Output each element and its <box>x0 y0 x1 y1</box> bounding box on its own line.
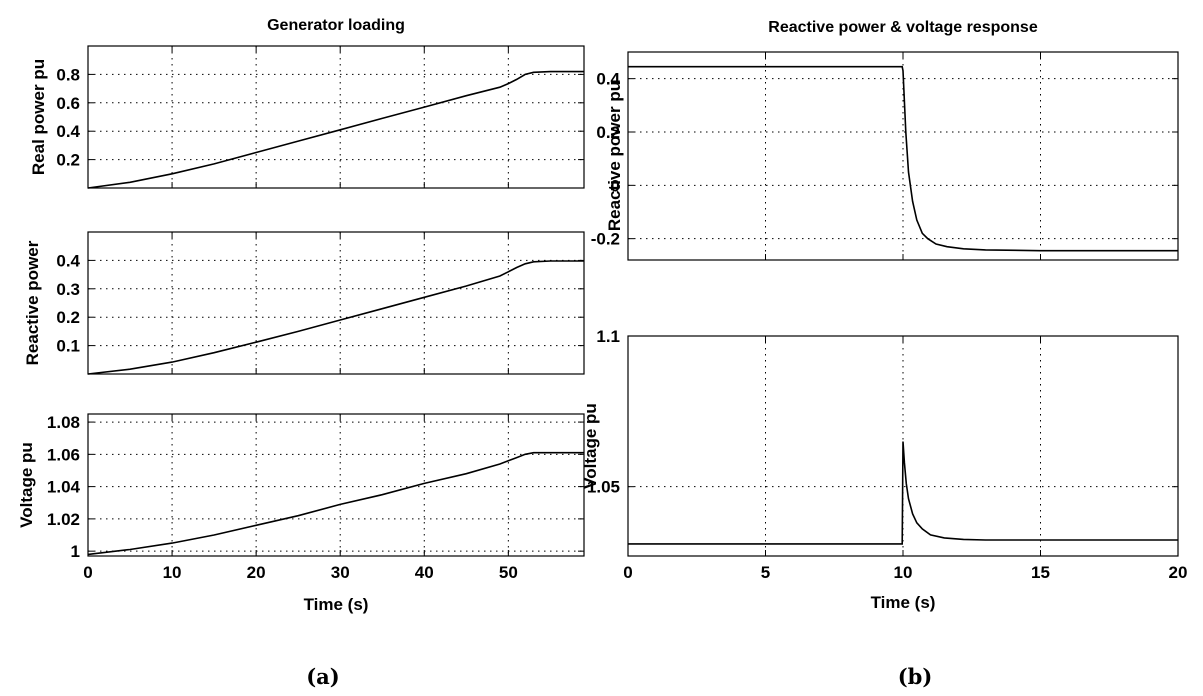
x-tick-label: 20 <box>1169 563 1188 582</box>
plot-panel-4: 0 5 10 15 20 1.05 1.1 Voltage pu Time (s) <box>581 327 1187 612</box>
x-tick-label: 15 <box>1031 563 1050 582</box>
y-tick-label: 0.4 <box>56 251 80 270</box>
x-tick-label: 20 <box>247 563 266 582</box>
y-tick-label: 1 <box>71 542 80 561</box>
series-line <box>87 451 584 556</box>
plot-panel-1: 0.1 0.2 0.3 0.4 Reactive power <box>23 231 585 375</box>
y-axis-label: Reactive power <box>23 240 42 365</box>
plot-panels: 0.2 0.4 0.6 0.8 Generator loading Real power … <box>17 17 1187 614</box>
series-line <box>87 260 584 375</box>
caption-a: (a) <box>306 664 339 689</box>
y-tick-label: 1.04 <box>47 478 81 497</box>
y-tick-label: 1.02 <box>47 510 80 529</box>
axes-frame <box>87 231 585 375</box>
x-tick-label: 0 <box>623 563 632 582</box>
y-tick-label: -0.2 <box>591 230 620 249</box>
x-tick-label: 30 <box>331 563 350 582</box>
series-line <box>628 65 1178 252</box>
y-tick-label: 0.2 <box>56 151 80 170</box>
y-tick-label: 1.06 <box>47 445 80 464</box>
x-tick-label: 10 <box>163 563 182 582</box>
axes-frame <box>627 51 1179 261</box>
y-tick-label: 1.05 <box>587 478 620 497</box>
x-axis-label: Time (s) <box>304 595 369 614</box>
axes-frame <box>87 45 585 189</box>
axes-frame <box>87 413 585 557</box>
x-tick-label: 5 <box>761 563 770 582</box>
chart-title: Generator loading <box>267 17 405 34</box>
y-tick-label: 0.2 <box>56 308 80 327</box>
y-tick-label: 1.1 <box>596 327 620 346</box>
y-axis-label: Real power pu <box>29 59 48 175</box>
y-tick-label: 1.08 <box>47 413 80 432</box>
x-tick-label: 0 <box>83 563 92 582</box>
y-tick-label: 0 <box>611 176 620 195</box>
y-tick-label: 0.1 <box>56 337 80 356</box>
plot-panel-2: 0 10 20 30 40 50 1 1.02 1.04 1.06 1.08 Voltage pu Ti… <box>17 413 585 614</box>
plot-panel-3: -0.2 0 0.2 0.4 Reactive power & voltage resp… <box>591 19 1179 261</box>
y-tick-label: 0.3 <box>56 280 80 299</box>
y-tick-label: 0.2 <box>596 123 620 142</box>
axes-frame <box>627 335 1179 557</box>
y-tick-label: 0.6 <box>56 94 80 113</box>
y-tick-label: 0.4 <box>596 70 620 89</box>
caption-b: (b) <box>898 664 933 689</box>
plot-panel-0: 0.2 0.4 0.6 0.8 Generator loading Real power … <box>29 17 585 189</box>
y-tick-label: 0.8 <box>56 65 80 84</box>
x-axis-label: Time (s) <box>871 593 936 612</box>
x-tick-label: 50 <box>499 563 518 582</box>
x-tick-label: 40 <box>415 563 434 582</box>
x-tick-label: 10 <box>894 563 913 582</box>
chart-title: Reactive power & voltage response <box>768 19 1038 36</box>
y-axis-label: Voltage pu <box>581 403 600 489</box>
y-tick-label: 0.4 <box>56 122 80 141</box>
series-line <box>87 70 584 189</box>
y-axis-label: Reactive power pu <box>605 81 624 231</box>
series-line <box>628 441 1178 545</box>
y-axis-label: Voltage pu <box>17 442 36 528</box>
